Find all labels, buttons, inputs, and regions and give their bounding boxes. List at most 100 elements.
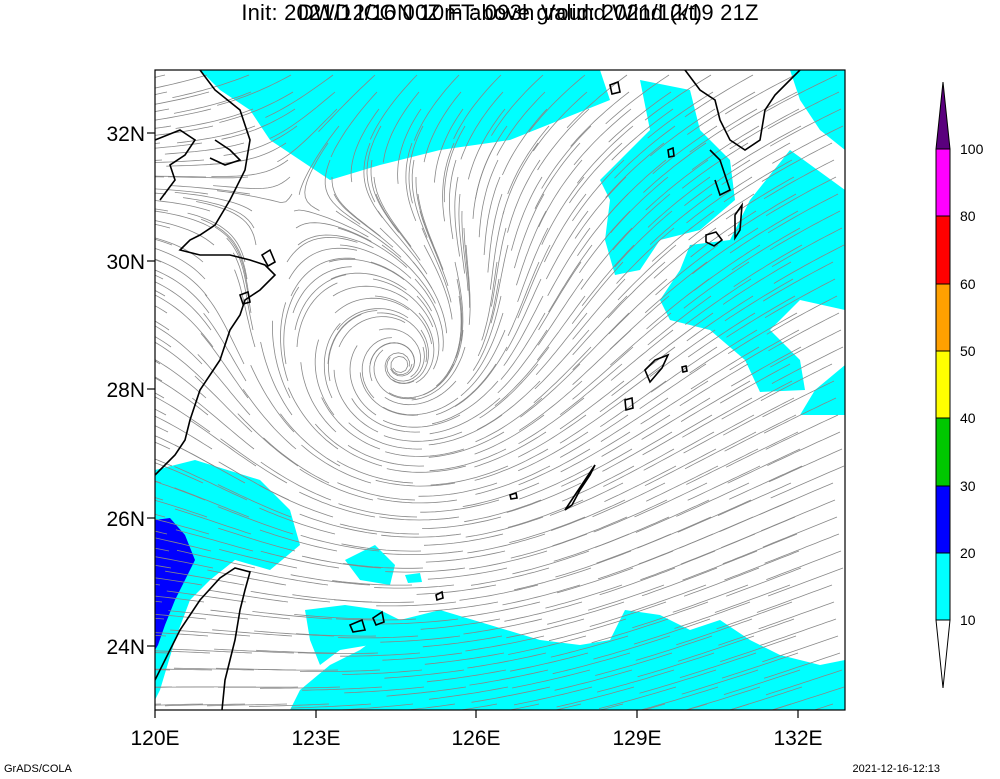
map-background bbox=[155, 70, 845, 710]
streamline bbox=[672, 584, 749, 613]
island-tokunoshima bbox=[624, 396, 634, 412]
streamline bbox=[514, 193, 545, 269]
streamline bbox=[537, 108, 590, 171]
streamline bbox=[416, 584, 497, 595]
streamline bbox=[645, 159, 709, 211]
streamline bbox=[634, 482, 708, 518]
streamline bbox=[165, 570, 245, 586]
streamline bbox=[197, 354, 251, 416]
streamline bbox=[454, 346, 508, 407]
streamline bbox=[155, 377, 209, 416]
streamline bbox=[655, 244, 719, 296]
streamline bbox=[579, 210, 631, 274]
streamline bbox=[375, 479, 456, 487]
streamline bbox=[381, 244, 436, 304]
streamline bbox=[386, 465, 467, 473]
streamline bbox=[304, 142, 329, 211]
streamline bbox=[461, 601, 541, 618]
streamline bbox=[491, 74, 544, 136]
streamline bbox=[756, 584, 833, 613]
shade-central bbox=[345, 545, 395, 585]
streamline bbox=[641, 686, 719, 710]
streamline bbox=[172, 74, 250, 98]
streamline bbox=[155, 325, 203, 365]
streamline bbox=[385, 448, 465, 457]
streamline bbox=[644, 448, 717, 487]
streamline bbox=[550, 635, 629, 658]
streamline bbox=[414, 278, 444, 352]
streamline bbox=[380, 635, 461, 643]
streamline bbox=[726, 295, 796, 338]
streamline bbox=[384, 352, 415, 385]
streamline bbox=[692, 227, 759, 275]
streamline bbox=[559, 380, 625, 430]
colorbar-low-arrow bbox=[935, 619, 951, 689]
streamline bbox=[343, 563, 424, 569]
streamline bbox=[207, 569, 287, 586]
streamline bbox=[299, 513, 378, 535]
streamline bbox=[384, 380, 457, 406]
colorbar bbox=[935, 81, 951, 689]
streamline bbox=[155, 341, 205, 382]
streamline bbox=[453, 74, 502, 140]
streamline bbox=[646, 465, 719, 502]
streamline bbox=[382, 414, 461, 428]
streamline bbox=[611, 346, 676, 397]
streamline bbox=[425, 550, 506, 563]
streamline bbox=[299, 491, 376, 518]
streamline bbox=[369, 342, 415, 382]
streamline bbox=[552, 652, 631, 675]
streamline bbox=[376, 312, 428, 363]
streamline bbox=[332, 285, 409, 301]
streamline bbox=[763, 159, 835, 200]
streamline bbox=[336, 460, 414, 484]
streamline bbox=[363, 142, 383, 218]
streamline bbox=[214, 648, 295, 654]
streamline bbox=[301, 444, 372, 484]
streamline bbox=[724, 278, 794, 322]
streamline bbox=[464, 499, 542, 523]
streamline bbox=[508, 635, 587, 655]
streamline bbox=[677, 635, 755, 662]
coast-taiwan bbox=[155, 567, 251, 710]
streamline bbox=[173, 91, 252, 114]
streamline bbox=[234, 269, 256, 348]
streamline bbox=[769, 210, 841, 251]
streamline bbox=[721, 380, 793, 420]
streamline bbox=[250, 591, 331, 603]
streamline bbox=[535, 312, 588, 376]
streamline bbox=[532, 91, 588, 152]
streamline bbox=[474, 448, 549, 481]
streamline bbox=[545, 210, 589, 280]
streamline bbox=[517, 244, 551, 319]
streamline bbox=[428, 431, 505, 458]
streamline bbox=[517, 414, 587, 458]
streamline bbox=[604, 465, 677, 502]
streamline bbox=[174, 487, 250, 518]
streamline bbox=[643, 142, 707, 193]
streamline bbox=[443, 125, 466, 203]
streamline bbox=[647, 295, 712, 346]
streamline bbox=[764, 278, 836, 319]
streamline bbox=[428, 686, 509, 700]
streamline bbox=[545, 584, 623, 609]
streamline bbox=[512, 550, 590, 575]
streamline bbox=[731, 125, 802, 167]
streamline bbox=[648, 312, 714, 362]
shade-ne bbox=[790, 70, 845, 150]
colorbar-label-80: 80 bbox=[960, 208, 976, 224]
streamline bbox=[376, 601, 457, 607]
streamline bbox=[296, 282, 338, 348]
streamline bbox=[340, 652, 421, 657]
streamline bbox=[155, 192, 167, 195]
streamline bbox=[472, 142, 497, 219]
streamline bbox=[489, 210, 505, 290]
streamline bbox=[459, 584, 539, 601]
streamline bbox=[599, 363, 665, 413]
coast-china bbox=[155, 70, 277, 476]
streamline bbox=[330, 272, 407, 291]
streamline bbox=[327, 314, 362, 382]
colorbar-label-20: 20 bbox=[960, 545, 976, 561]
coast-shanghai bbox=[155, 129, 197, 201]
streamline bbox=[477, 278, 500, 357]
